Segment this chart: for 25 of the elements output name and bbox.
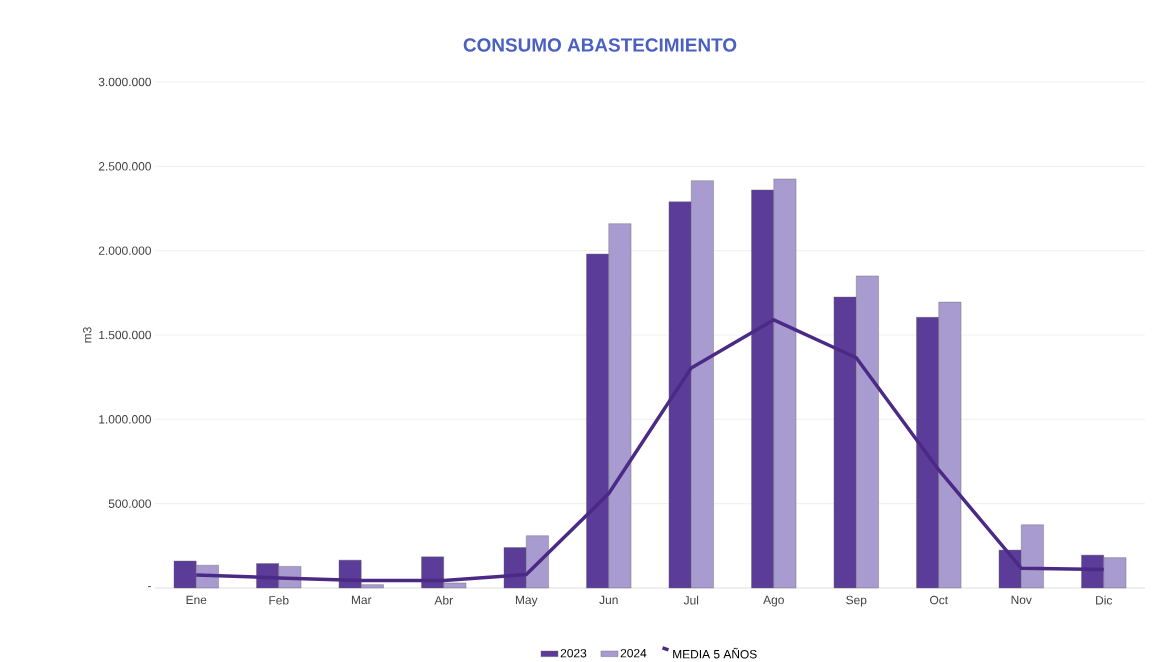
y-tick-label: - xyxy=(148,586,151,588)
x-tick-label: Sep xyxy=(846,595,867,607)
y-tick-label: 500.000 xyxy=(108,499,152,508)
chart-title: CONSUMO ABASTECIMIENTO xyxy=(463,38,737,52)
line-series xyxy=(194,318,1106,583)
y-axis-title: m3 xyxy=(83,327,92,343)
y-tick-label: 1.000.000 xyxy=(99,415,152,424)
x-tick-label: Nov xyxy=(1011,595,1032,605)
y-tick-label: 2.500.000 xyxy=(98,162,152,171)
x-tick-label: Ago xyxy=(763,595,784,607)
x-tick-label: Dic xyxy=(1096,595,1113,605)
legend-label: 2023 xyxy=(560,648,587,658)
legend-label: MEDIA 5 AÑOS xyxy=(673,647,757,659)
x-tick-label: Feb xyxy=(269,595,289,605)
x-tick-label: Oct xyxy=(930,595,948,605)
x-tick-label: Jul xyxy=(683,595,699,605)
y-tick-label: 3.000.000 xyxy=(98,77,152,87)
legend-label: 2024 xyxy=(620,648,647,658)
y-tick-label: 1.500.000 xyxy=(99,330,152,340)
x-tick-label: May xyxy=(515,595,538,607)
y-tick-label: 2.000.000 xyxy=(98,246,152,255)
x-tick-label: Mar xyxy=(351,595,372,605)
x-tick-label: Jun xyxy=(599,595,618,605)
x-tick-label: Ene xyxy=(186,595,207,605)
x-tick-label: Abr xyxy=(434,595,453,605)
